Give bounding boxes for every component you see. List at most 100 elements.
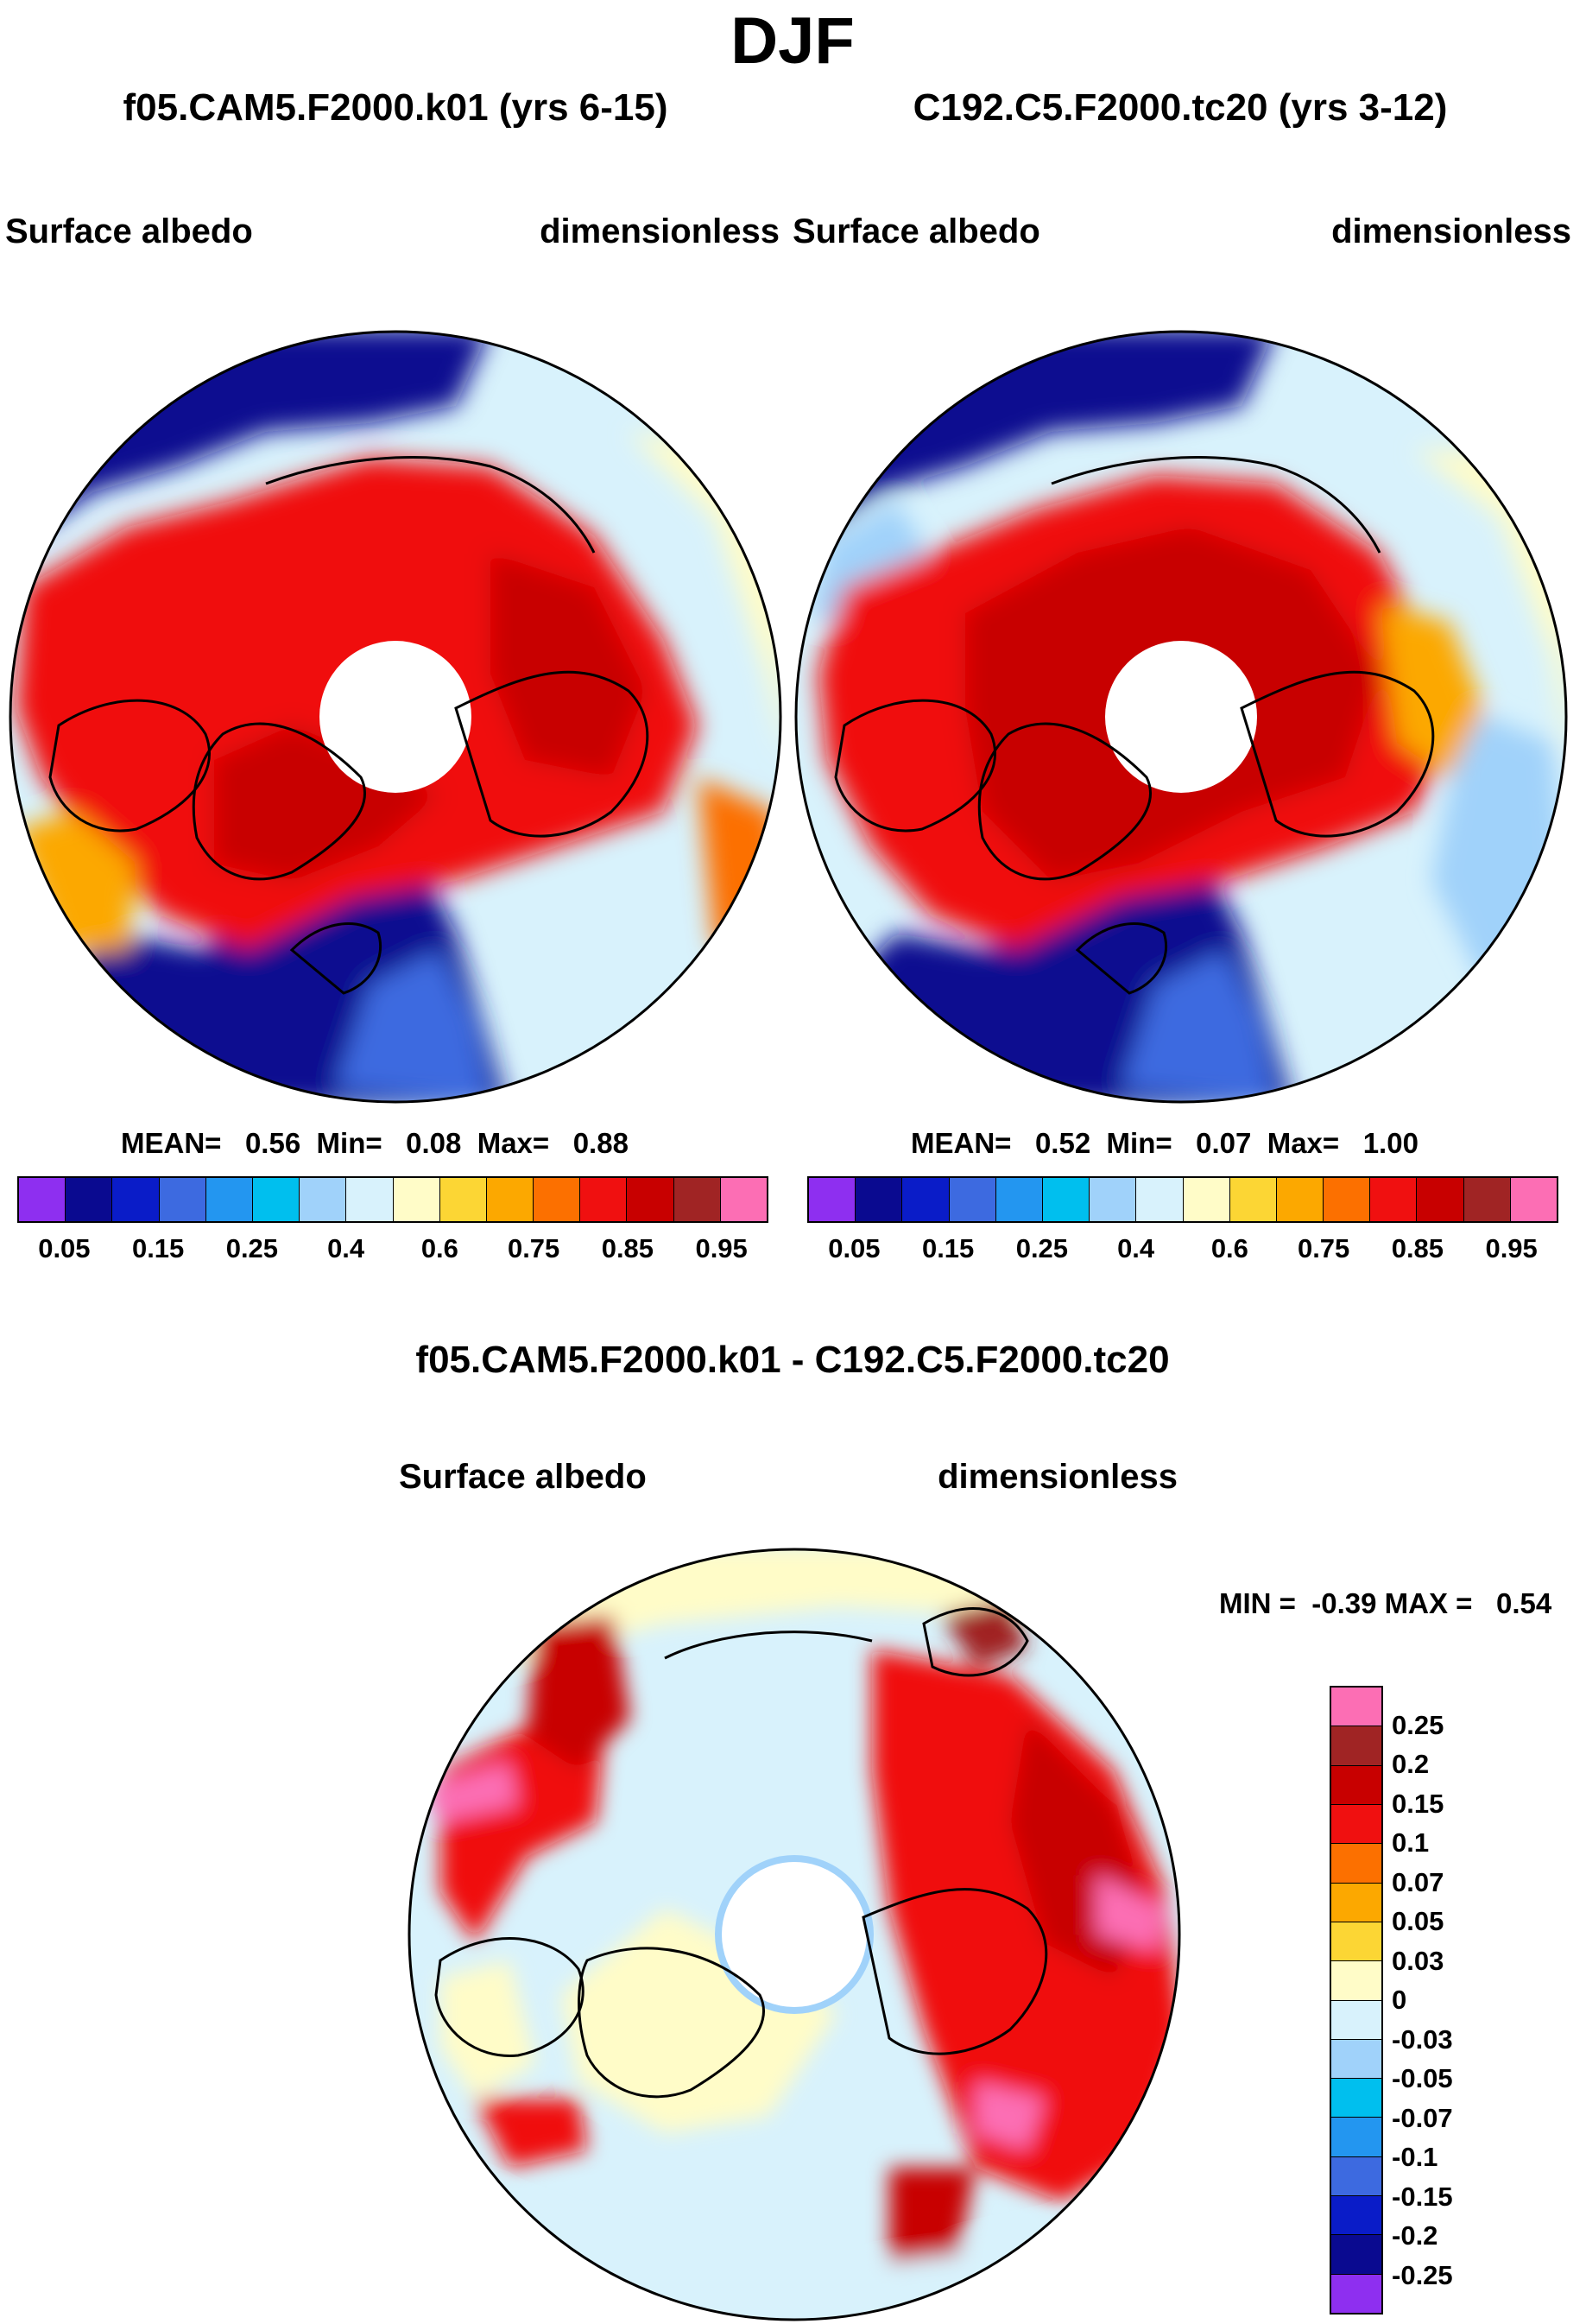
panel2-min-value: 0.07 — [1196, 1127, 1252, 1159]
colorbar-swatch — [902, 1178, 950, 1221]
panel2-min-label: Min= — [1106, 1127, 1172, 1159]
colorbar-tick-label: -0.1 — [1392, 2142, 1438, 2172]
colorbar-swatch — [1370, 1178, 1418, 1221]
colorbar-tick-label: 0.95 — [695, 1233, 748, 1263]
colorbar-tick-label: 0 — [1392, 1985, 1407, 2015]
colorbar-swatch — [1331, 1804, 1381, 1845]
panel2-map — [794, 330, 1568, 1104]
diff-map — [408, 1548, 1181, 2321]
colorbar-swatch — [1136, 1178, 1184, 1221]
colorbar-tick-label: 0.15 — [1392, 1788, 1444, 1819]
colorbar-tick-label: 0.2 — [1392, 1749, 1430, 1779]
colorbar-swatch — [1331, 1961, 1381, 2001]
panel2-max-label: Max= — [1267, 1127, 1340, 1159]
colorbar-swatch — [393, 1178, 440, 1221]
colorbar-swatch — [1331, 2274, 1381, 2313]
colorbar-tick-label: 0.05 — [828, 1233, 881, 1263]
colorbar-tick-label: -0.05 — [1392, 2063, 1453, 2093]
panel2-mean-label: MEAN= — [911, 1127, 1012, 1159]
colorbar-swatch — [1090, 1178, 1137, 1221]
colorbar-swatch — [534, 1178, 581, 1221]
colorbar-swatch — [1417, 1178, 1464, 1221]
panel2-stats: MEAN= 0.52 Min= 0.07 Max= 1.00 — [911, 1127, 1419, 1160]
panel1-run-title: f05.CAM5.F2000.k01 (yrs 6-15) — [123, 86, 668, 129]
colorbar-tick-label: 0.05 — [1392, 1906, 1444, 1936]
colorbar-tick-label: -0.15 — [1392, 2181, 1453, 2212]
colorbar-tick-label: 0.4 — [327, 1233, 365, 1263]
colorbar-swatch — [856, 1178, 903, 1221]
diff-colorbar-ticks: 0.25 0.2 0.15 0.1 0.07 0.05 0.03 0 -0.03 -0.05 -0.… — [1392, 1686, 1564, 2315]
colorbar-swatch — [1510, 1178, 1557, 1221]
colorbar-swatch — [1331, 2039, 1381, 2080]
panel1-max-label: Max= — [477, 1127, 550, 1159]
colorbar-tick-label: -0.2 — [1392, 2220, 1438, 2251]
panel1-colorbar-ticks: 0.05 0.15 0.25 0.4 0.6 0.75 0.85 0.95 — [17, 1233, 768, 1268]
colorbar-swatch — [949, 1178, 996, 1221]
panel1-stats: MEAN= 0.56 Min= 0.08 Max= 0.88 — [121, 1127, 629, 1160]
colorbar-swatch — [1331, 1688, 1381, 1727]
diff-minmax: MIN = -0.39 MAX = 0.54 — [1219, 1587, 1551, 1620]
panel1-max-value: 0.88 — [572, 1127, 629, 1159]
colorbar-tick-label: 0.6 — [1210, 1233, 1248, 1263]
colorbar-swatch — [66, 1178, 113, 1221]
panel1-map — [9, 330, 782, 1104]
colorbar-tick-label: 0.15 — [921, 1233, 975, 1263]
diff-max-value: 0.54 — [1495, 1587, 1552, 1619]
colorbar-swatch — [486, 1178, 534, 1221]
panel1-units-label: dimensionless — [540, 212, 780, 250]
colorbar-swatch — [252, 1178, 300, 1221]
colorbar-swatch — [346, 1178, 394, 1221]
colorbar-swatch — [159, 1178, 206, 1221]
colorbar-swatch — [1463, 1178, 1511, 1221]
colorbar-tick-label: -0.03 — [1392, 2023, 1453, 2055]
colorbar-swatch — [1042, 1178, 1090, 1221]
colorbar-swatch — [1331, 2235, 1381, 2275]
colorbar-tick-label: 0.03 — [1392, 1945, 1444, 1976]
colorbar-swatch — [1331, 2079, 1381, 2118]
colorbar-swatch — [1331, 1726, 1381, 1766]
figure-title: DJF — [730, 4, 855, 78]
panel2-variable-label: Surface albedo — [793, 212, 1040, 250]
diff-units-label: dimensionless — [938, 1458, 1178, 1496]
colorbar-swatch — [205, 1178, 253, 1221]
diff-max-label: MAX = — [1384, 1587, 1473, 1619]
colorbar-tick-label: 0.4 — [1117, 1233, 1155, 1263]
colorbar-swatch — [112, 1178, 160, 1221]
colorbar-tick-label: 0.25 — [1392, 1709, 1444, 1740]
colorbar-swatch — [1331, 1765, 1381, 1805]
colorbar-swatch — [19, 1178, 66, 1221]
colorbar-swatch — [995, 1178, 1043, 1221]
colorbar-tick-label: 0.05 — [38, 1233, 91, 1263]
colorbar-swatch — [580, 1178, 628, 1221]
colorbar-swatch — [673, 1178, 721, 1221]
panel1-min-label: Min= — [316, 1127, 382, 1159]
diff-title: f05.CAM5.F2000.k01 - C192.C5.F2000.tc20 — [415, 1339, 1170, 1381]
panel2-colorbar — [807, 1176, 1558, 1223]
colorbar-swatch — [1229, 1178, 1277, 1221]
colorbar-tick-label: 0.75 — [1297, 1233, 1350, 1263]
diff-min-label: MIN = — [1219, 1587, 1296, 1619]
colorbar-swatch — [1331, 2196, 1381, 2236]
colorbar-swatch — [627, 1178, 674, 1221]
panel2-run-title: C192.C5.F2000.tc20 (yrs 3-12) — [913, 86, 1448, 129]
panel1-mean-label: MEAN= — [121, 1127, 222, 1159]
colorbar-tick-label: 0.07 — [1392, 1866, 1444, 1897]
colorbar-tick-label: 0.85 — [601, 1233, 654, 1263]
diff-min-value: -0.39 — [1311, 1587, 1377, 1619]
colorbar-swatch — [1331, 1844, 1381, 1884]
colorbar-tick-label: 0.75 — [507, 1233, 560, 1263]
panel1-variable-label: Surface albedo — [5, 212, 253, 250]
colorbar-swatch — [720, 1178, 767, 1221]
colorbar-tick-label: 0.1 — [1392, 1827, 1430, 1858]
colorbar-swatch — [439, 1178, 487, 1221]
colorbar-tick-label: -0.07 — [1392, 2102, 1453, 2133]
panel1-min-value: 0.08 — [406, 1127, 462, 1159]
colorbar-tick-label: -0.25 — [1392, 2259, 1453, 2290]
panel2-colorbar-ticks: 0.05 0.15 0.25 0.4 0.6 0.75 0.85 0.95 — [807, 1233, 1558, 1268]
colorbar-tick-label: 0.6 — [420, 1233, 458, 1263]
colorbar-swatch — [1331, 1883, 1381, 1922]
colorbar-tick-label: 0.85 — [1391, 1233, 1444, 1263]
colorbar-swatch — [1331, 2118, 1381, 2157]
colorbar-swatch — [1276, 1178, 1324, 1221]
colorbar-tick-label: 0.15 — [131, 1233, 185, 1263]
